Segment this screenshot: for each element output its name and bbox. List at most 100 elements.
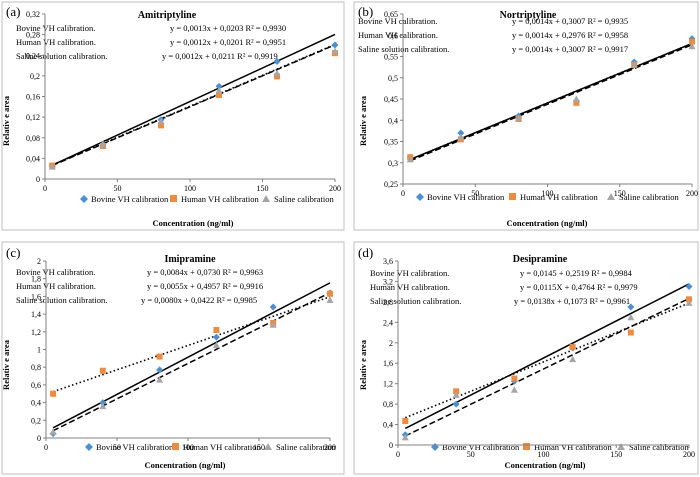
x-axis-label: Concentration (ng/ml) <box>145 460 226 470</box>
x-tick-label: 50 <box>114 184 122 193</box>
trendline-diamond <box>404 283 690 430</box>
legend-marker-saline <box>262 195 270 202</box>
x-tick-label: 50 <box>467 450 475 459</box>
data-point-bovine <box>452 400 460 408</box>
data-point-human <box>156 353 163 360</box>
legend-marker-bovine <box>416 193 424 201</box>
y-tick-label: 0,25 <box>384 180 398 189</box>
data-point-bovine <box>269 303 277 311</box>
y-tick-label: 1,2 <box>31 328 41 337</box>
x-tick-label: 50 <box>471 189 479 198</box>
data-point-saline <box>627 313 635 321</box>
legend-label-saline: Saline calibration <box>629 442 689 452</box>
y-tick-label: 0,5 <box>388 74 398 83</box>
y-tick-label: 0,2 <box>30 72 40 81</box>
panel-a: (a) Amitriptyline Bovine VH calibration.… <box>1 1 345 231</box>
chart-title: Amitriptyline <box>138 10 197 21</box>
data-point-saline <box>156 376 164 383</box>
data-point-saline <box>685 299 693 306</box>
x-tick-label: 100 <box>184 184 196 193</box>
data-point-human <box>453 388 460 395</box>
x-tick-label: 200 <box>683 450 695 459</box>
data-point-bovine <box>627 303 635 311</box>
panel-frame <box>1 241 345 475</box>
equation-label-bovine: Bovine VH calibration. <box>358 16 437 26</box>
x-tick-label: 100 <box>538 450 550 459</box>
y-tick-label: 0,12 <box>26 113 40 122</box>
chart-title: Nortriptyline <box>500 10 557 21</box>
y-tick-label: 0,45 <box>384 95 398 104</box>
data-point-saline <box>212 341 220 349</box>
equation-text-human: y = 0,0055x + 0,4957 R² = 0,9916 <box>147 281 263 291</box>
data-point-saline <box>406 155 414 163</box>
y-tick-label: 1 <box>37 346 41 355</box>
x-tick-label: 200 <box>324 443 336 452</box>
equation-label-saline: Saline solution calibration. <box>358 44 449 54</box>
y-tick-label: 2 <box>37 257 41 266</box>
data-point-saline <box>510 386 518 393</box>
equation-text-saline: y = 0,0012x + 0,0211 R² = 0,9919 <box>162 51 278 61</box>
y-tick-label: 0,8 <box>31 363 41 372</box>
equation-text-saline: y = 0,0080x + 0,0422 R² = 0,9985 <box>141 295 257 305</box>
data-point-saline <box>688 42 696 50</box>
panel-frame <box>353 241 699 475</box>
y-tick-label: 0,3 <box>388 159 398 168</box>
data-point-human <box>627 329 634 336</box>
legend-marker-human <box>523 443 530 450</box>
legend-label-human: Human VH calibration <box>183 442 261 452</box>
x-tick-label: 0 <box>43 184 47 193</box>
data-point-saline <box>515 114 523 122</box>
data-point-saline <box>401 433 409 441</box>
equation-label-saline: Saline solution calibration. <box>370 296 461 306</box>
trendline-diamond <box>51 33 336 166</box>
data-point-bovine <box>156 366 164 374</box>
legend-marker-saline <box>264 443 272 450</box>
x-axis-label: Concentration (ng/ml) <box>153 218 234 228</box>
equation-text-saline: y = 0,0014x + 0,3007 R² = 0,9917 <box>512 44 628 54</box>
legend-marker-bovine <box>80 195 88 203</box>
data-point-bovine <box>685 283 693 291</box>
panel-d: (d) Desipramine Bovine VH calibration. y… <box>353 241 699 475</box>
x-tick-label: 150 <box>257 184 269 193</box>
data-point-human <box>216 91 222 98</box>
legend-label-saline: Saline calibration <box>274 194 334 204</box>
data-point-saline <box>48 163 56 170</box>
y-tick-label: 1,8 <box>31 275 41 284</box>
legend-marker-human <box>170 195 177 202</box>
trendline-triangle <box>404 297 690 437</box>
x-tick-label: 200 <box>329 184 341 193</box>
data-point-bovine <box>273 57 281 65</box>
x-tick-label: 150 <box>610 450 622 459</box>
data-point-bovine <box>331 41 339 49</box>
x-tick-label: 50 <box>113 443 121 452</box>
data-point-human <box>402 417 409 424</box>
y-tick-label: 0,8 <box>383 400 393 409</box>
trendline-triangle <box>409 42 693 161</box>
data-point-saline <box>49 428 57 435</box>
data-point-human <box>573 99 580 106</box>
legend-marker-saline <box>607 193 615 200</box>
trendline-diamond <box>52 282 331 429</box>
panel-b: (b) Nortriptyline Bovine VH calibration.… <box>353 1 699 231</box>
data-point-saline <box>457 133 465 141</box>
data-point-saline <box>452 391 460 398</box>
x-tick-label: 200 <box>686 189 698 198</box>
legend-label-saline: Saline calibration <box>619 192 679 202</box>
y-tick-label: 0,6 <box>388 31 398 40</box>
data-point-saline <box>215 86 223 94</box>
equation-text-human: y = 0,0012x + 0,0201 R² = 0,9951 <box>170 37 286 47</box>
y-tick-label: 1,4 <box>31 310 41 319</box>
data-point-human <box>569 343 576 350</box>
y-tick-label: 0,04 <box>26 154 40 163</box>
data-point-human <box>50 390 57 397</box>
x-tick-label: 150 <box>614 189 626 198</box>
y-tick-label: 3,6 <box>383 257 393 266</box>
y-axis-label: Relativ e area <box>1 339 11 390</box>
equation-label-human: Human VH calibration. <box>16 281 96 291</box>
panel-label: (a) <box>6 4 20 19</box>
data-point-human <box>689 38 695 45</box>
data-point-bovine <box>212 333 220 341</box>
legend-label-human: Human VH calibration <box>181 194 259 204</box>
y-tick-label: 0 <box>389 441 393 450</box>
panel-frame <box>353 1 699 231</box>
